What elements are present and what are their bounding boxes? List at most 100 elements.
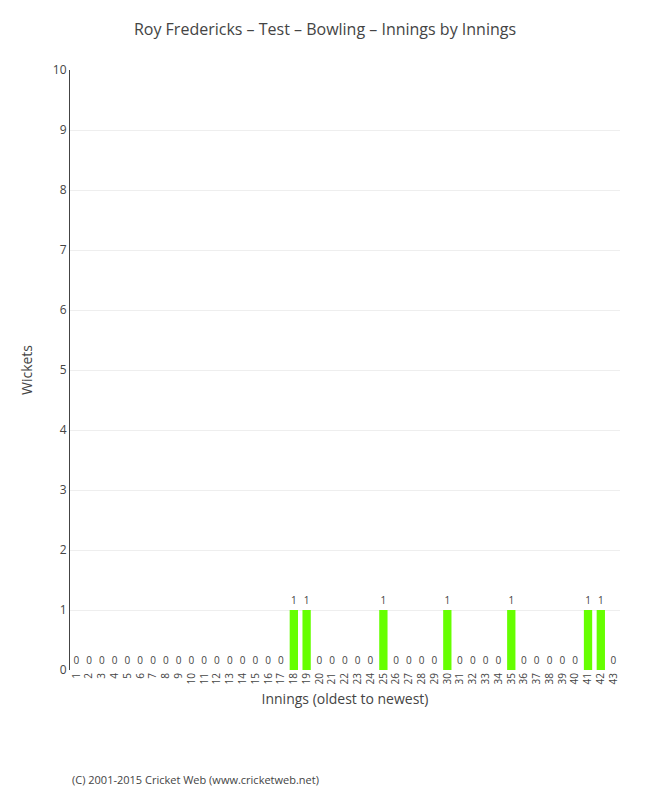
svg-text:31: 31: [452, 673, 466, 684]
svg-text:30: 30: [440, 673, 454, 685]
svg-text:0: 0: [611, 653, 617, 667]
svg-text:1: 1: [598, 593, 604, 607]
svg-text:40: 40: [567, 673, 581, 685]
svg-text:0: 0: [470, 653, 476, 667]
svg-text:1: 1: [444, 593, 450, 607]
svg-text:Innings (oldest to newest): Innings (oldest to newest): [262, 689, 429, 708]
svg-text:0: 0: [572, 653, 578, 667]
svg-text:10: 10: [184, 673, 198, 685]
svg-text:0: 0: [419, 653, 425, 667]
svg-text:0: 0: [534, 653, 540, 667]
svg-text:26: 26: [388, 673, 402, 685]
svg-text:25: 25: [376, 673, 390, 685]
svg-text:2: 2: [81, 673, 95, 679]
svg-text:11: 11: [197, 673, 211, 684]
svg-text:27: 27: [401, 673, 415, 685]
svg-text:12: 12: [209, 673, 223, 685]
svg-text:0: 0: [316, 653, 322, 667]
svg-text:2: 2: [60, 541, 67, 558]
svg-text:4: 4: [107, 673, 121, 679]
svg-text:5: 5: [60, 361, 67, 378]
svg-text:24: 24: [363, 673, 377, 685]
svg-text:1: 1: [291, 593, 297, 607]
svg-text:17: 17: [273, 673, 287, 685]
svg-text:0: 0: [60, 661, 67, 678]
svg-text:6: 6: [133, 673, 147, 679]
svg-text:0: 0: [214, 653, 220, 667]
svg-text:0: 0: [368, 653, 374, 667]
svg-text:0: 0: [547, 653, 553, 667]
svg-text:18: 18: [286, 673, 300, 685]
svg-text:1: 1: [508, 593, 514, 607]
svg-text:29: 29: [427, 673, 441, 685]
svg-text:0: 0: [329, 653, 335, 667]
svg-text:0: 0: [73, 653, 79, 667]
svg-text:0: 0: [86, 653, 92, 667]
svg-text:32: 32: [465, 673, 479, 685]
svg-text:0: 0: [521, 653, 527, 667]
svg-text:42: 42: [593, 673, 607, 685]
svg-text:1: 1: [69, 673, 83, 679]
svg-text:1: 1: [60, 601, 67, 618]
svg-text:19: 19: [299, 673, 313, 685]
svg-text:Roy Fredericks – Test – Bowlin: Roy Fredericks – Test – Bowling – Inning…: [134, 18, 516, 40]
svg-text:33: 33: [478, 673, 492, 685]
svg-text:3: 3: [94, 673, 108, 679]
svg-text:7: 7: [145, 673, 159, 679]
svg-text:0: 0: [393, 653, 399, 667]
svg-text:0: 0: [99, 653, 105, 667]
svg-text:1: 1: [381, 593, 387, 607]
svg-text:37: 37: [529, 673, 543, 685]
svg-text:0: 0: [483, 653, 489, 667]
svg-text:0: 0: [150, 653, 156, 667]
svg-text:0: 0: [495, 653, 501, 667]
svg-text:1: 1: [304, 593, 310, 607]
svg-text:0: 0: [265, 653, 271, 667]
svg-text:0: 0: [201, 653, 207, 667]
svg-text:3: 3: [60, 481, 67, 498]
svg-text:Wickets: Wickets: [17, 345, 36, 395]
svg-text:9: 9: [60, 121, 67, 138]
svg-text:6: 6: [60, 301, 67, 318]
svg-text:1: 1: [585, 593, 591, 607]
svg-text:(C) 2001-2015 Cricket Web (www: (C) 2001-2015 Cricket Web (www.cricketwe…: [72, 772, 319, 787]
svg-text:16: 16: [261, 673, 275, 685]
svg-text:7: 7: [60, 241, 67, 258]
svg-text:15: 15: [248, 673, 262, 685]
svg-text:13: 13: [222, 673, 236, 685]
svg-text:0: 0: [125, 653, 131, 667]
svg-text:0: 0: [176, 653, 182, 667]
svg-text:0: 0: [355, 653, 361, 667]
svg-text:8: 8: [158, 673, 172, 679]
svg-text:0: 0: [137, 653, 143, 667]
svg-text:20: 20: [312, 673, 326, 685]
svg-text:0: 0: [112, 653, 118, 667]
svg-text:0: 0: [163, 653, 169, 667]
svg-text:28: 28: [414, 673, 428, 685]
svg-text:34: 34: [491, 673, 505, 685]
svg-text:14: 14: [235, 673, 249, 685]
svg-text:0: 0: [240, 653, 246, 667]
svg-text:0: 0: [189, 653, 195, 667]
svg-text:0: 0: [559, 653, 565, 667]
svg-text:0: 0: [457, 653, 463, 667]
svg-text:0: 0: [227, 653, 233, 667]
svg-text:38: 38: [542, 673, 556, 685]
svg-text:0: 0: [406, 653, 412, 667]
svg-text:35: 35: [504, 673, 518, 685]
svg-text:0: 0: [432, 653, 438, 667]
svg-text:39: 39: [555, 673, 569, 685]
svg-text:22: 22: [337, 673, 351, 685]
svg-text:43: 43: [606, 673, 620, 685]
svg-text:23: 23: [350, 673, 364, 685]
svg-text:5: 5: [120, 673, 134, 679]
svg-text:9: 9: [171, 673, 185, 679]
svg-text:0: 0: [252, 653, 258, 667]
svg-text:0: 0: [278, 653, 284, 667]
svg-text:0: 0: [342, 653, 348, 667]
svg-text:36: 36: [516, 673, 530, 685]
svg-text:41: 41: [580, 673, 594, 684]
svg-text:4: 4: [60, 421, 67, 438]
svg-text:8: 8: [60, 181, 67, 198]
svg-text:10: 10: [53, 61, 67, 78]
